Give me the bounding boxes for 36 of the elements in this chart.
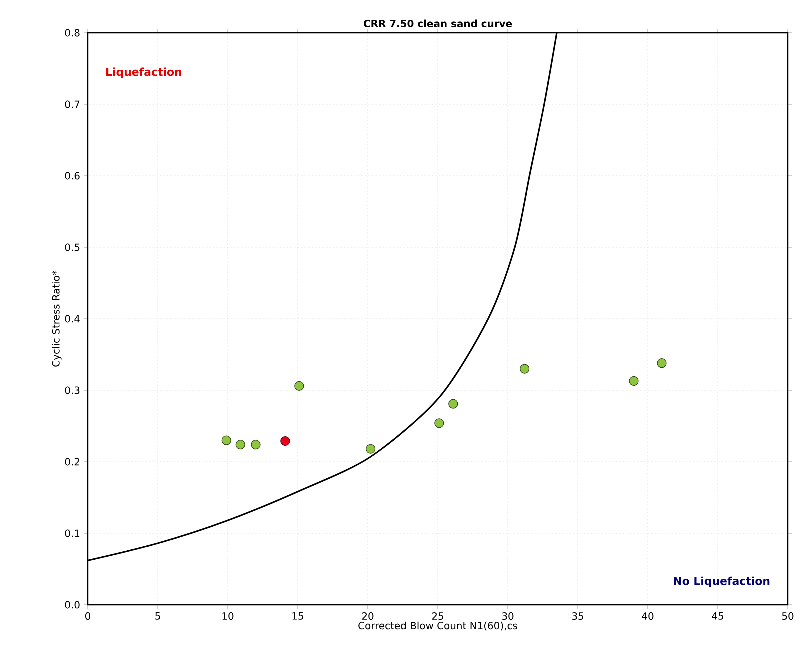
y-tick-label: 0.8 <box>65 29 80 37</box>
annotation: No Liquefaction <box>674 576 770 588</box>
point <box>251 440 261 450</box>
annotation: Liquefaction <box>106 68 182 78</box>
x-tick-label: 10 <box>222 612 234 620</box>
x-tick-label: 0 <box>85 612 91 620</box>
x-axis-title: Corrected Blow Count N1(60),cs <box>358 622 518 631</box>
point <box>434 418 444 428</box>
y-tick-label: 0.7 <box>65 100 80 108</box>
y-tick-label: 0.6 <box>65 172 80 180</box>
x-tick-label: 35 <box>572 612 584 620</box>
y-tick-label: 0.0 <box>65 601 80 609</box>
point <box>236 440 246 450</box>
x-tick-label: 20 <box>362 612 374 620</box>
y-tick-label: 0.4 <box>65 315 80 323</box>
point <box>629 376 639 386</box>
y-axis-title: Cyclic Stress Ratio* <box>52 270 62 367</box>
x-tick-label: 50 <box>782 612 794 620</box>
point <box>520 364 530 374</box>
x-tick-label: 30 <box>502 612 514 620</box>
y-tick-label: 0.2 <box>65 458 80 466</box>
point <box>222 436 232 446</box>
x-tick-label: 40 <box>642 612 654 620</box>
point <box>366 444 376 454</box>
x-tick-label: 15 <box>292 612 304 620</box>
chart-title: CRR 7.50 clean sand curve <box>364 20 512 28</box>
point <box>294 381 304 392</box>
x-tick-label: 5 <box>156 612 160 620</box>
point <box>448 399 458 409</box>
x-tick-label: 45 <box>712 612 724 620</box>
y-tick-label: 0.1 <box>65 530 80 538</box>
point <box>657 358 667 368</box>
y-tick-label: 0.3 <box>65 386 80 394</box>
y-tick-label: 0.5 <box>65 244 80 252</box>
point <box>280 436 290 446</box>
x-tick-label: 25 <box>432 612 444 620</box>
